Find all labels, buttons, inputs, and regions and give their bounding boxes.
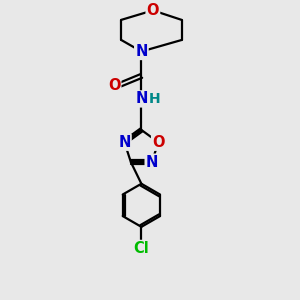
Text: N: N [146, 155, 158, 170]
Text: H: H [148, 92, 160, 106]
Text: N: N [135, 92, 148, 106]
Text: Cl: Cl [134, 241, 149, 256]
Text: N: N [135, 44, 148, 59]
Text: O: O [152, 135, 165, 150]
Text: O: O [108, 79, 120, 94]
Text: N: N [118, 135, 130, 150]
Text: O: O [147, 3, 159, 18]
